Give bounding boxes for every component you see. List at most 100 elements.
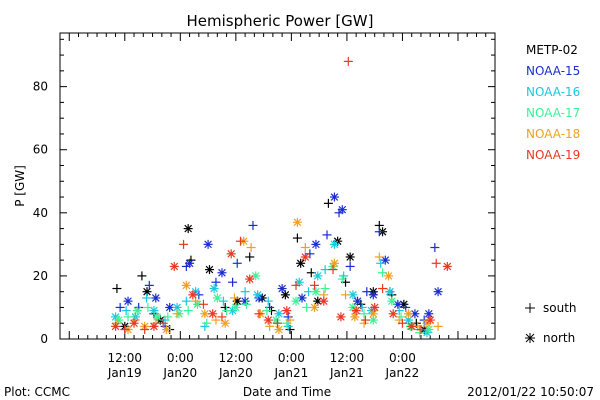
legend-entry: NOAA-15 xyxy=(526,64,580,78)
point-south xyxy=(328,265,338,275)
point-south xyxy=(202,318,212,328)
point-south xyxy=(112,284,122,294)
point-north xyxy=(384,271,394,281)
point-north xyxy=(185,258,195,268)
point-south xyxy=(137,271,147,281)
point-north xyxy=(370,302,380,312)
point-north xyxy=(433,287,443,297)
south-symbol xyxy=(525,303,535,313)
data-points xyxy=(111,56,452,338)
point-north xyxy=(388,309,398,319)
point-south xyxy=(265,321,275,331)
point-north xyxy=(385,287,395,297)
point-south xyxy=(254,309,264,319)
point-south xyxy=(305,249,315,259)
point-south xyxy=(246,243,256,253)
point-south xyxy=(235,236,245,246)
point-south xyxy=(181,296,191,306)
point-north xyxy=(217,268,227,278)
point-south xyxy=(359,309,369,319)
point-north xyxy=(280,290,290,300)
footer-plot-credit: Plot: CCMC xyxy=(4,385,70,399)
legend-entry: NOAA-16 xyxy=(526,85,580,99)
point-north xyxy=(253,290,263,300)
point-north xyxy=(226,249,236,259)
x-axis-label: Date and Time xyxy=(243,385,331,399)
point-south xyxy=(360,315,370,325)
point-south xyxy=(337,274,347,284)
x-tick-label: 0:00 xyxy=(167,351,194,365)
point-north xyxy=(172,302,182,312)
point-south xyxy=(241,299,251,309)
point-south xyxy=(140,325,150,335)
x-tick-label: 0:00 xyxy=(278,351,305,365)
point-north xyxy=(151,293,161,303)
north-symbol xyxy=(525,333,535,343)
point-north xyxy=(336,312,346,322)
point-south xyxy=(433,321,443,331)
x-tick-sublabel: Jan21 xyxy=(329,366,364,380)
point-south xyxy=(217,312,227,322)
footer-timestamp: 2012/01/22 10:50:07 xyxy=(467,385,594,399)
point-north xyxy=(149,306,159,316)
point-north xyxy=(277,284,287,294)
y-tick-label: 0 xyxy=(40,332,48,346)
point-south xyxy=(143,302,153,312)
point-south xyxy=(416,325,426,335)
x-tick-sublabel: Jan21 xyxy=(273,366,308,380)
point-north xyxy=(387,296,397,306)
y-tick-label: 40 xyxy=(33,206,48,220)
point-south xyxy=(158,318,168,328)
point-north xyxy=(300,252,310,262)
point-south xyxy=(240,287,250,297)
point-north xyxy=(407,321,417,331)
point-south xyxy=(198,299,208,309)
point-north xyxy=(337,205,347,215)
point-north xyxy=(181,280,191,290)
y-tick-label: 60 xyxy=(33,143,48,157)
point-north xyxy=(424,325,434,335)
point-north xyxy=(368,290,378,300)
point-south xyxy=(232,258,242,268)
x-tick-label: 12:00 xyxy=(107,351,142,365)
point-north xyxy=(313,271,323,281)
point-south xyxy=(322,230,332,240)
point-north xyxy=(353,296,363,306)
point-north xyxy=(209,284,219,294)
point-north xyxy=(263,315,273,325)
point-north xyxy=(329,192,339,202)
point-south xyxy=(285,315,295,325)
plot-axes xyxy=(59,32,496,340)
point-south xyxy=(310,280,320,290)
y-axis: 0 20 40 60 80 xyxy=(33,38,495,346)
point-south xyxy=(123,312,133,322)
point-south xyxy=(163,312,173,322)
point-north xyxy=(123,296,133,306)
point-south xyxy=(378,284,388,294)
point-north xyxy=(149,321,159,331)
point-south xyxy=(179,239,189,249)
point-north xyxy=(152,312,162,322)
point-north xyxy=(129,318,139,328)
y-axis-label: P [GW] xyxy=(13,165,27,207)
point-north xyxy=(231,302,241,312)
point-south xyxy=(320,265,330,275)
point-north xyxy=(188,290,198,300)
x-tick-sublabel: Jan19 xyxy=(107,366,142,380)
point-north xyxy=(200,309,210,319)
point-north xyxy=(311,239,321,249)
point-south xyxy=(291,280,301,290)
point-north xyxy=(165,302,175,312)
point-north xyxy=(161,325,171,335)
point-north xyxy=(368,315,378,325)
point-south xyxy=(263,296,273,306)
point-south xyxy=(343,56,353,66)
south-label: south xyxy=(543,301,577,315)
point-north xyxy=(271,315,281,325)
series-noaa-19 xyxy=(111,56,452,335)
point-south xyxy=(228,277,238,287)
point-north xyxy=(329,239,339,249)
y-tick-label: 80 xyxy=(33,80,48,94)
legend: METP-02 NOAA-15 NOAA-16 NOAA-17 NOAA-18 NOAA-… xyxy=(526,43,580,162)
